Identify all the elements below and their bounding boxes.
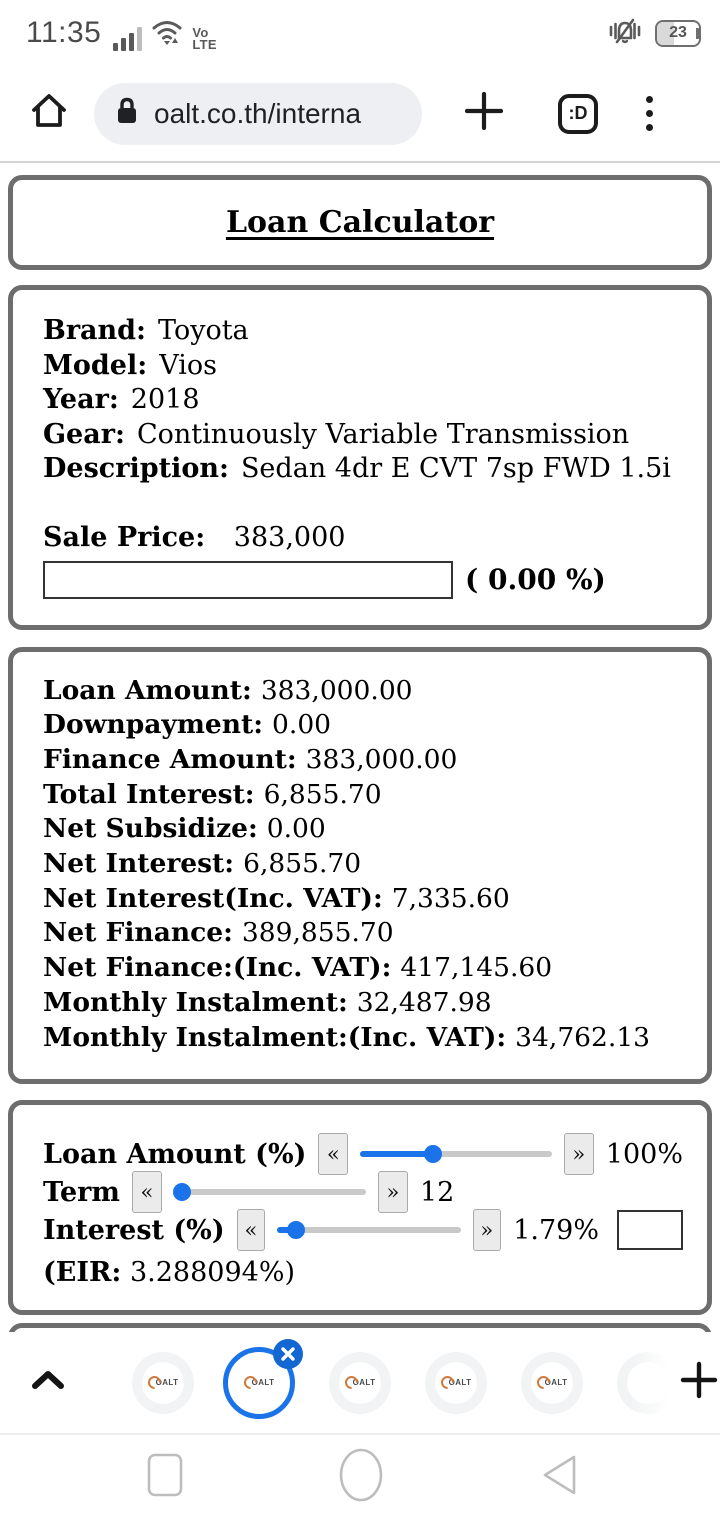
term-slider-row: Term « » 12 bbox=[43, 1171, 683, 1214]
summary-row: Loan Amount: 383,000.00 bbox=[43, 674, 413, 706]
page-title: Loan Calculator bbox=[225, 205, 495, 240]
close-tab-icon[interactable] bbox=[273, 1338, 303, 1369]
oalt-logo-icon: OALT bbox=[437, 1373, 472, 1392]
interest-value: 1.79% bbox=[513, 1214, 599, 1246]
loan-percent-slider-row: Loan Amount (%) « » 100% bbox=[43, 1133, 684, 1176]
back-icon[interactable] bbox=[538, 1450, 580, 1505]
tab-favicon[interactable] bbox=[617, 1351, 679, 1414]
interest-decrement-button[interactable]: « bbox=[236, 1209, 266, 1252]
oalt-logo-icon: OALT bbox=[533, 1373, 568, 1392]
tab-favicon[interactable]: OALT bbox=[425, 1351, 487, 1414]
interest-rate-input[interactable] bbox=[617, 1210, 683, 1251]
interest-increment-button[interactable]: » bbox=[472, 1209, 502, 1252]
sale-price-label: Sale Price: bbox=[43, 521, 206, 553]
wifi-icon bbox=[150, 16, 184, 51]
sale-price-value: 383,000 bbox=[233, 521, 346, 553]
lock-icon bbox=[114, 96, 140, 131]
eir-row: (EIR: 3.288094%) bbox=[43, 1257, 683, 1288]
loan-percent-slider[interactable] bbox=[360, 1145, 552, 1164]
vehicle-row: Brand: Toyota bbox=[43, 315, 249, 346]
loan-percent-value: 100% bbox=[605, 1138, 684, 1170]
url-text: oalt.co.th/interna bbox=[154, 97, 362, 129]
discount-percent-note: ( 0.00 %) bbox=[465, 563, 606, 597]
web-page: Loan Calculator Brand: Toyota Model: Vios … bbox=[0, 175, 720, 1394]
eir-label: (EIR: bbox=[43, 1257, 122, 1289]
signal-strength-icon bbox=[113, 26, 143, 51]
term-label: Term bbox=[43, 1176, 120, 1208]
recents-icon[interactable] bbox=[146, 1452, 184, 1503]
new-tab-icon[interactable] bbox=[464, 91, 504, 136]
price-input[interactable] bbox=[43, 560, 453, 599]
status-bar: 11:35 Vo LTE bbox=[0, 0, 720, 66]
browser-toolbar: oalt.co.th/interna :D bbox=[0, 66, 720, 163]
tab-favicon[interactable]: OALT bbox=[132, 1351, 194, 1414]
summary-row: Net Interest: 6,855.70 bbox=[43, 848, 362, 880]
title-panel: Loan Calculator bbox=[8, 175, 712, 270]
vehicle-row: Model: Vios bbox=[43, 349, 217, 381]
interest-label: Interest (%) bbox=[43, 1214, 225, 1246]
tab-favicon[interactable]: OALT bbox=[329, 1351, 391, 1414]
tab-switcher-button[interactable]: :D bbox=[558, 93, 598, 134]
summary-row: Monthly Instalment:(Inc. VAT): 34,762.13 bbox=[43, 1021, 651, 1053]
eir-value: 3.288094%) bbox=[129, 1257, 296, 1289]
vehicle-row: Gear: Continuously Variable Transmission bbox=[43, 418, 630, 450]
battery-percent: 23 bbox=[669, 24, 687, 41]
volte-indicator: Vo LTE bbox=[192, 24, 217, 52]
term-slider[interactable] bbox=[172, 1183, 366, 1202]
term-decrement-button[interactable]: « bbox=[131, 1171, 162, 1214]
tab-group-strip: OALT OALT OALT bbox=[0, 1332, 720, 1433]
clock: 11:35 bbox=[26, 16, 102, 49]
browser-menu-icon[interactable] bbox=[646, 96, 653, 131]
summary-row: Total Interest: 6,855.70 bbox=[43, 778, 382, 810]
summary-row: Finance Amount: 383,000.00 bbox=[43, 743, 458, 775]
interest-slider-row: Interest (%) « » 1.79% bbox=[43, 1209, 683, 1252]
summary-row: Net Interest(Inc. VAT): 7,335.60 bbox=[43, 882, 510, 914]
oalt-logo-icon: OALT bbox=[240, 1373, 275, 1392]
oalt-logo-icon: OALT bbox=[144, 1373, 179, 1392]
battery-indicator: 23 bbox=[655, 19, 701, 47]
interest-slider[interactable] bbox=[277, 1221, 461, 1240]
new-tab-strip-icon[interactable] bbox=[679, 1360, 719, 1405]
slider-thumb[interactable] bbox=[286, 1221, 305, 1240]
summary-row: Net Finance:(Inc. VAT): 417,145.60 bbox=[43, 952, 553, 984]
collapse-strip-icon[interactable] bbox=[30, 1369, 66, 1396]
oalt-logo-icon: OALT bbox=[341, 1373, 376, 1392]
summary-row: Downpayment: 0.00 bbox=[43, 709, 332, 741]
loan-percent-decrement-button[interactable]: « bbox=[318, 1133, 349, 1176]
loan-percent-increment-button[interactable]: » bbox=[563, 1133, 594, 1176]
summary-panel: Loan Amount: 383,000.00 Downpayment: 0.00 … bbox=[8, 646, 712, 1085]
summary-row: Net Subsidize: 0.00 bbox=[43, 813, 326, 845]
loan-percent-label: Loan Amount (%) bbox=[43, 1138, 307, 1170]
android-nav-bar bbox=[0, 1433, 720, 1520]
term-value: 12 bbox=[419, 1176, 455, 1208]
vehicle-row: Description: Sedan 4dr E CVT 7sp FWD 1.5i bbox=[43, 453, 671, 485]
sale-price-row: Sale Price: 383,000 bbox=[43, 521, 677, 556]
vehicle-row: Year: 2018 bbox=[43, 384, 200, 416]
home-icon[interactable] bbox=[28, 90, 70, 137]
slider-thumb[interactable] bbox=[424, 1145, 443, 1164]
controls-panel: Loan Amount (%) « » 100% Term « » 12 Int… bbox=[8, 1100, 712, 1316]
mute-vibrate-icon bbox=[603, 14, 647, 53]
term-increment-button[interactable]: » bbox=[377, 1171, 408, 1214]
summary-row: Net Finance: 389,855.70 bbox=[43, 917, 394, 949]
home-nav-icon[interactable] bbox=[338, 1448, 384, 1507]
url-bar[interactable]: oalt.co.th/interna bbox=[94, 82, 422, 145]
vehicle-panel: Brand: Toyota Model: Vios Year: 2018 Gear: C… bbox=[8, 285, 712, 630]
slider-thumb[interactable] bbox=[172, 1183, 191, 1202]
summary-row: Monthly Instalment: 32,487.98 bbox=[43, 986, 492, 1018]
tab-favicon[interactable]: OALT bbox=[521, 1351, 583, 1414]
